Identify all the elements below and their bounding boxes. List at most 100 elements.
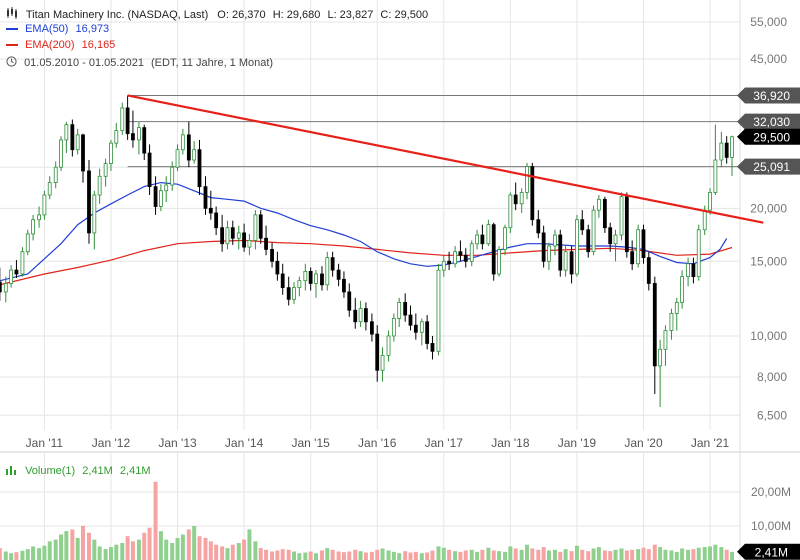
chart-type-icon[interactable] bbox=[6, 7, 18, 19]
candle-body bbox=[430, 343, 435, 352]
price-tag: 32,030 bbox=[737, 113, 800, 130]
volume-bar bbox=[9, 553, 14, 560]
volume-bar bbox=[236, 543, 241, 560]
candle-body bbox=[92, 194, 97, 234]
candle bbox=[81, 133, 85, 183]
candles bbox=[0, 95, 734, 407]
candle bbox=[297, 276, 302, 297]
candle bbox=[475, 229, 479, 250]
candle bbox=[87, 160, 91, 244]
volume-tick-label: 20,00M bbox=[751, 485, 791, 499]
price-tick-label: 55,000 bbox=[750, 15, 787, 29]
volume-bar bbox=[130, 541, 135, 560]
candle bbox=[230, 220, 235, 245]
candle bbox=[47, 176, 52, 200]
volume-bar bbox=[208, 541, 213, 560]
candle-body bbox=[14, 269, 19, 275]
candle bbox=[186, 121, 191, 168]
volume-bar bbox=[258, 548, 263, 560]
volume-bar bbox=[441, 547, 446, 560]
candle bbox=[175, 144, 180, 171]
candle bbox=[158, 184, 163, 212]
volume-bar bbox=[3, 551, 8, 560]
candle bbox=[70, 119, 75, 157]
volume-tag: 2,41M bbox=[737, 543, 800, 560]
volume-bar bbox=[536, 549, 541, 560]
candle-body bbox=[491, 224, 496, 275]
volume-bar bbox=[386, 550, 391, 560]
volume-bar bbox=[59, 534, 64, 560]
candle-body bbox=[342, 278, 346, 293]
volume-bars bbox=[0, 481, 735, 560]
time-axis: Jan '11 Jan '12 Jan '13 Jan '14 Jan '15 Jan '… bbox=[26, 436, 730, 450]
volume-bar bbox=[613, 549, 618, 560]
candle bbox=[270, 242, 274, 268]
candle bbox=[425, 315, 430, 350]
ema50-path bbox=[0, 181, 728, 282]
candle-body bbox=[680, 276, 684, 303]
range-note: (EDT, 11 Jahre, 1 Monat) bbox=[151, 57, 274, 69]
price-tick-label: 15,000 bbox=[750, 254, 787, 268]
candle bbox=[214, 206, 219, 236]
price-tag-label: 29,500 bbox=[753, 130, 790, 144]
price-tag: 29,500 bbox=[737, 128, 800, 145]
volume-bar bbox=[70, 529, 75, 560]
candle-body bbox=[702, 209, 707, 231]
candle bbox=[663, 325, 668, 366]
candle-body bbox=[175, 149, 180, 168]
price-tick-label: 10,000 bbox=[750, 329, 787, 343]
volume-bar bbox=[220, 546, 225, 560]
candle bbox=[92, 190, 97, 250]
volume-bar bbox=[619, 548, 624, 560]
volume-bar bbox=[663, 549, 668, 560]
candle bbox=[491, 222, 496, 281]
candle bbox=[120, 102, 125, 135]
candle-body bbox=[180, 134, 185, 151]
candle bbox=[380, 347, 385, 382]
candle bbox=[503, 224, 507, 256]
volume-legend[interactable]: Volume(1) 2,41M 2,41M bbox=[6, 464, 150, 477]
volume-bar bbox=[230, 544, 235, 560]
volume-bar bbox=[480, 549, 485, 560]
candle-body bbox=[674, 301, 679, 314]
candle bbox=[164, 176, 169, 202]
candle bbox=[630, 240, 635, 271]
volume-bar bbox=[658, 547, 663, 560]
ema50-legend[interactable]: EMA(50) 16,973 bbox=[6, 23, 109, 35]
volume-tag-label: 2,41M bbox=[755, 545, 788, 559]
time-tick-label: Jan '20 bbox=[624, 436, 663, 450]
price-tag-label: 36,920 bbox=[753, 89, 790, 103]
candle bbox=[513, 182, 518, 211]
candle-body bbox=[347, 291, 352, 311]
candle-body bbox=[109, 142, 113, 164]
volume-bar bbox=[280, 549, 285, 560]
volume-bar bbox=[92, 539, 97, 560]
candle bbox=[447, 251, 452, 271]
candle-body bbox=[264, 237, 268, 250]
volume-bar bbox=[530, 548, 535, 560]
time-tick-label: Jan '18 bbox=[491, 436, 530, 450]
candle bbox=[236, 225, 241, 250]
candle-body bbox=[275, 260, 280, 275]
time-tick-label: Jan '13 bbox=[158, 436, 197, 450]
candle-body bbox=[242, 232, 246, 248]
price-tag-bg bbox=[737, 113, 800, 130]
candle-body bbox=[320, 273, 324, 286]
volume-bar bbox=[730, 551, 735, 560]
candle bbox=[208, 190, 213, 220]
ema200-legend[interactable]: EMA(200) 16,165 bbox=[6, 39, 115, 51]
candle-body bbox=[386, 335, 391, 356]
candle bbox=[441, 255, 446, 277]
candle-body bbox=[658, 348, 663, 367]
candle-body bbox=[364, 308, 368, 323]
candle bbox=[563, 245, 568, 277]
high-value: H: 29,680 bbox=[272, 9, 321, 21]
candle bbox=[358, 300, 363, 327]
candle bbox=[547, 242, 551, 271]
candle bbox=[453, 245, 458, 268]
volume-bar bbox=[475, 551, 480, 560]
candle-body bbox=[308, 270, 313, 284]
candle-body bbox=[553, 234, 557, 247]
candle-body bbox=[330, 257, 335, 271]
candle bbox=[9, 265, 14, 288]
